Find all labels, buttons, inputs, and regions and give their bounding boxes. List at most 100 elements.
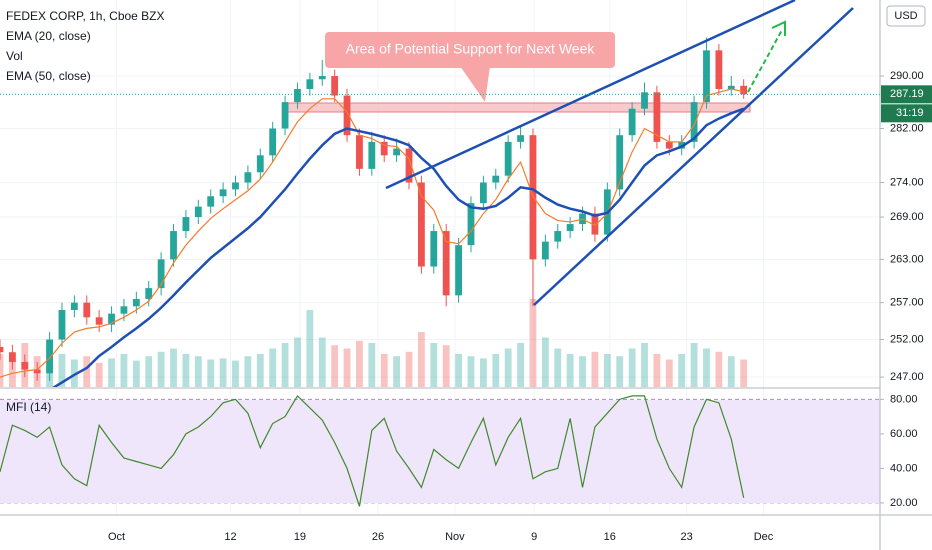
candle-body — [306, 79, 314, 90]
volume-bar — [182, 354, 190, 387]
volume-bar — [504, 348, 512, 387]
x-tick-label: 26 — [372, 531, 384, 543]
candle-body — [504, 141, 512, 176]
y-tick-label: 257.00 — [890, 297, 924, 309]
candle-body — [467, 203, 475, 246]
legend-entry: Vol — [6, 49, 23, 63]
y-tick-label: 20.00 — [890, 497, 918, 509]
volume-bar — [219, 358, 227, 387]
volume-bar — [269, 348, 277, 387]
candle-body — [269, 128, 277, 156]
x-tick-label: 23 — [681, 531, 693, 543]
mfi-line — [0, 394, 745, 507]
candle-body — [356, 135, 363, 169]
y-tick-label: 290.00 — [890, 70, 924, 82]
currency: USD — [894, 10, 917, 22]
candle-body — [641, 92, 648, 109]
candle-body — [194, 206, 202, 218]
candle-body — [665, 141, 673, 149]
candle-body — [442, 231, 450, 296]
volume-bar — [541, 337, 549, 387]
trend-line — [533, 7, 854, 306]
volume-bar — [145, 356, 153, 387]
y-tick-label: 274.00 — [890, 176, 924, 188]
volume-bar — [207, 359, 215, 387]
volume-bar — [70, 359, 78, 387]
y-tick-label: 40.00 — [890, 462, 918, 474]
volume-bar — [616, 356, 624, 387]
candle-body — [83, 302, 91, 318]
callout-text: Area of Potential Support for Next Week — [346, 41, 596, 57]
callout-pointer — [460, 66, 490, 102]
volume-bar — [157, 351, 165, 387]
volume-bar — [467, 356, 475, 387]
volume-bar — [405, 351, 413, 387]
candle-body — [393, 148, 401, 156]
candle-body — [715, 50, 723, 90]
candle-body — [455, 245, 462, 296]
volume-bar — [356, 340, 363, 387]
mfi-band — [0, 400, 880, 503]
volume-bar — [455, 354, 462, 387]
volume-bar — [368, 343, 376, 387]
volume-bar — [740, 359, 748, 387]
candle-body — [331, 76, 339, 96]
volume-bar — [554, 348, 562, 387]
currency-box[interactable] — [886, 5, 926, 27]
volume-bar — [380, 354, 388, 387]
last-price-tag — [881, 85, 932, 104]
price-pane — [0, 37, 748, 387]
legend-entry: EMA (20, close) — [6, 29, 91, 43]
volume-bar — [653, 354, 661, 387]
volume-bar — [517, 343, 524, 387]
x-tick-label: Dec — [754, 531, 774, 543]
volume-bar — [418, 332, 425, 387]
candle-body — [120, 306, 128, 314]
trend-line — [385, 0, 796, 190]
volume-bar — [641, 343, 648, 387]
candle-body — [0, 346, 4, 353]
volume-bar — [83, 356, 91, 387]
volume-bar — [108, 358, 115, 387]
candle-body — [405, 148, 413, 183]
candle-body — [281, 102, 289, 129]
candle-body — [145, 288, 153, 300]
arrow-head — [771, 20, 786, 36]
volume-bar — [120, 354, 128, 387]
candle-body — [368, 141, 376, 169]
volume-bar — [170, 348, 177, 387]
volume-bar — [318, 337, 326, 387]
volume-bar — [690, 343, 698, 387]
volume-bar — [281, 343, 289, 387]
x-tick-label: 9 — [531, 531, 537, 543]
volume-bar — [727, 356, 735, 387]
volume-bar — [430, 343, 438, 387]
volume-bar — [331, 345, 339, 387]
candle-body — [479, 182, 487, 204]
x-tick-label: 16 — [604, 531, 616, 543]
y-tick-label: 252.00 — [890, 333, 924, 345]
volume-bar — [132, 360, 140, 387]
volume-bar — [678, 354, 686, 387]
y-tick-label: 263.00 — [890, 253, 924, 265]
candle-body — [380, 141, 388, 156]
volume-pane — [0, 299, 748, 387]
chart-title: FEDEX CORP, 1h, Cboe BZX — [6, 9, 165, 23]
candle-body — [318, 76, 326, 80]
candle-body — [8, 352, 16, 362]
volume-bar — [479, 358, 487, 387]
x-tick-label: 12 — [224, 531, 236, 543]
volume-bar — [393, 356, 401, 387]
countdown: 31:19 — [896, 107, 924, 119]
volume-bar — [715, 351, 723, 387]
candle-body — [70, 302, 78, 310]
candle-body — [628, 108, 636, 136]
candle-body — [554, 231, 562, 242]
candle-body — [740, 85, 748, 95]
volume-bar — [665, 359, 673, 387]
x-tick-label: Nov — [445, 531, 465, 543]
volume-bar — [529, 299, 537, 387]
axes: Oct 12 19 26 Nov 9 16 23 Dec 290.00 282.00 274.00 26… — [0, 70, 932, 543]
candle-body — [541, 241, 549, 260]
